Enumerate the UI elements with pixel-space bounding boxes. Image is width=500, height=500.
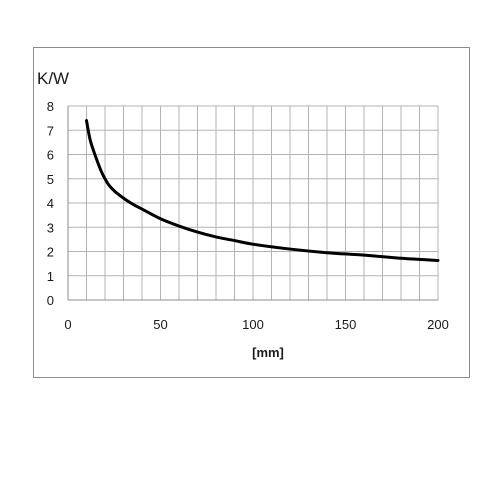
- y-tick-label: 3: [47, 220, 54, 235]
- y-tick-label: 6: [47, 148, 54, 163]
- y-tick-label: 2: [47, 245, 54, 260]
- x-tick-label: 200: [427, 317, 449, 332]
- series-layer: [85, 119, 440, 262]
- x-tick-label: 50: [153, 317, 167, 332]
- x-tick-label: 0: [64, 317, 71, 332]
- x-tick-label: 100: [242, 317, 264, 332]
- y-tick-label: 4: [47, 196, 54, 211]
- series-line: [85, 119, 440, 262]
- y-tick-label: 8: [47, 99, 54, 114]
- y-tick-label: 5: [47, 172, 54, 187]
- y-tick-label: 7: [47, 123, 54, 138]
- grid: [67, 105, 439, 301]
- y-axis-unit-label: K/W: [37, 69, 69, 88]
- y-tick-label: 1: [47, 269, 54, 284]
- x-axis-label: [mm]: [252, 345, 284, 360]
- chart-frame: [33, 47, 470, 378]
- y-tick-label: 0: [47, 293, 54, 308]
- tick-labels: 0 1 2 3 4 5 6 7 8 0 50 100 150 200: [47, 99, 449, 332]
- x-tick-label: 150: [335, 317, 357, 332]
